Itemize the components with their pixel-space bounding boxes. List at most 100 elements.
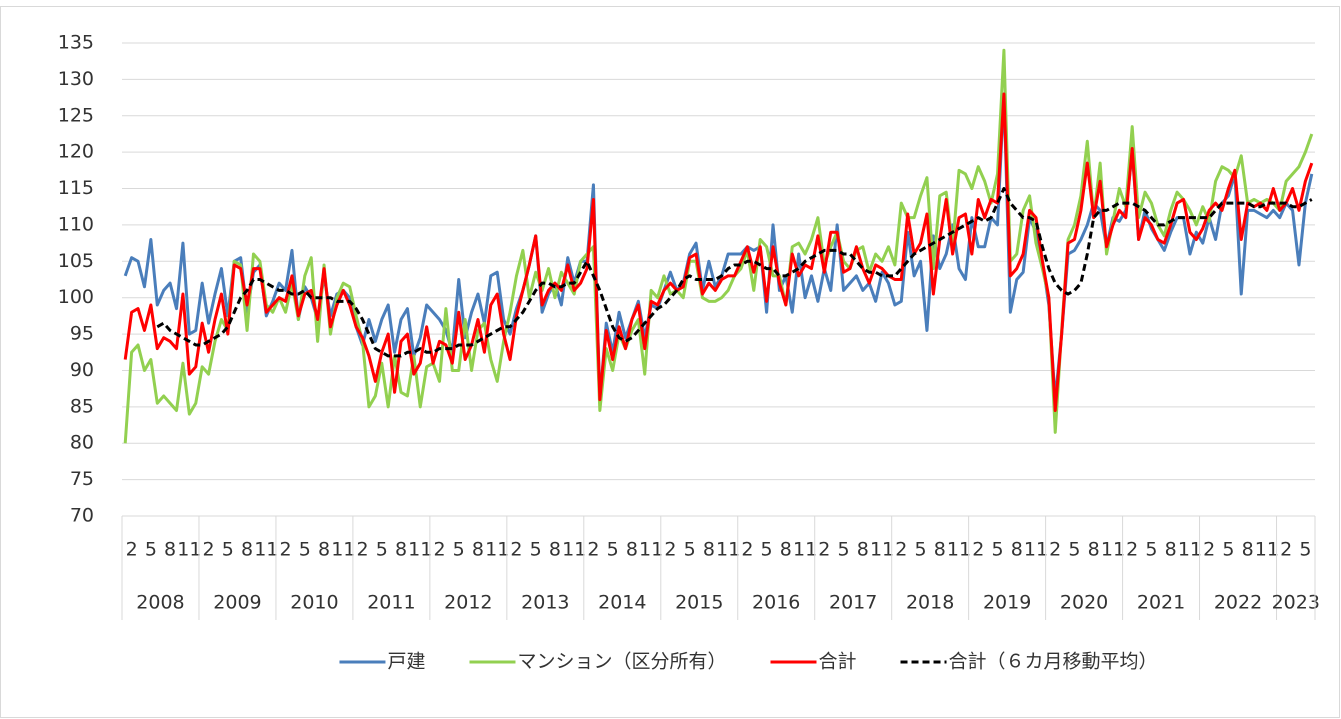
- x-group-label: 2010: [290, 592, 338, 614]
- x-tick-label: 5: [761, 539, 773, 561]
- x-tick-label: 2: [1280, 539, 1292, 561]
- x-group-label: 2023: [1272, 592, 1320, 614]
- x-tick-label: 8: [626, 539, 638, 561]
- x-tick-label: 8: [934, 539, 946, 561]
- x-group-label: 2011: [367, 592, 415, 614]
- x-tick-label: 5: [1299, 539, 1311, 561]
- y-tick-label: 90: [70, 359, 94, 381]
- x-tick-label: 2: [664, 539, 676, 561]
- x-tick-label: 2: [1049, 539, 1061, 561]
- x-tick-label: 5: [530, 539, 542, 561]
- x-tick-label: 5: [299, 539, 311, 561]
- y-tick-label: 135: [58, 32, 94, 54]
- x-tick-label: 2: [741, 539, 753, 561]
- x-tick-label: 8: [780, 539, 792, 561]
- x-tick-label: 8: [1165, 539, 1177, 561]
- x-group-label: 2017: [829, 592, 877, 614]
- x-tick-label: 5: [607, 539, 619, 561]
- x-tick-label: 8: [1242, 539, 1254, 561]
- x-tick-label: 2: [895, 539, 907, 561]
- chart-frame: [0, 6, 1340, 718]
- x-tick-label: 8: [164, 539, 176, 561]
- x-tick-label: 2: [356, 539, 368, 561]
- x-tick-label: 8: [1011, 539, 1023, 561]
- legend-label: マンション（区分所有）: [517, 651, 726, 673]
- x-tick-label: 11: [870, 539, 894, 561]
- x-tick-label: 2: [510, 539, 522, 561]
- y-tick-label: 115: [58, 177, 94, 199]
- x-tick-label: 11: [177, 539, 201, 561]
- x-tick-label: 8: [1088, 539, 1100, 561]
- x-tick-label: 2: [433, 539, 445, 561]
- x-group-label: 2009: [213, 592, 261, 614]
- x-group-label: 2015: [675, 592, 723, 614]
- x-group-label: 2014: [598, 592, 646, 614]
- legend-label: 合計（６カ月移動平均）: [949, 651, 1158, 673]
- legend-label: 戸建: [387, 651, 425, 673]
- x-group-label: 2016: [752, 592, 800, 614]
- series-line: [123, 92, 1314, 412]
- y-tick-label: 95: [70, 323, 94, 345]
- x-tick-label: 2: [1203, 539, 1215, 561]
- x-tick-label: 5: [991, 539, 1003, 561]
- x-tick-label: 11: [331, 539, 355, 561]
- x-tick-label: 11: [562, 539, 586, 561]
- x-tick-label: 5: [1145, 539, 1157, 561]
- x-group-label: 2020: [1060, 592, 1108, 614]
- y-tick-label: 80: [70, 432, 94, 454]
- series-line: [156, 187, 1313, 358]
- y-tick-label: 100: [58, 286, 94, 308]
- x-tick-label: 11: [1024, 539, 1048, 561]
- x-tick-label: 5: [684, 539, 696, 561]
- y-tick-label: 105: [58, 250, 94, 272]
- x-tick-label: 2: [280, 539, 292, 561]
- x-tick-label: 11: [408, 539, 432, 561]
- x-group-label: 2013: [521, 592, 569, 614]
- x-tick-label: 8: [857, 539, 869, 561]
- y-tick-label: 110: [58, 213, 94, 235]
- y-tick-label: 75: [70, 468, 94, 490]
- x-tick-label: 11: [1178, 539, 1202, 561]
- x-tick-label: 8: [549, 539, 561, 561]
- x-tick-label: 11: [716, 539, 740, 561]
- x-tick-label: 5: [145, 539, 157, 561]
- y-tick-label: 85: [70, 395, 94, 417]
- x-tick-label: 11: [793, 539, 817, 561]
- x-tick-label: 2: [972, 539, 984, 561]
- x-tick-label: 5: [222, 539, 234, 561]
- y-tick-label: 130: [58, 68, 94, 90]
- x-tick-label: 11: [254, 539, 278, 561]
- y-tick-label: 70: [70, 505, 94, 527]
- x-tick-label: 11: [1255, 539, 1279, 561]
- x-group-label: 2019: [983, 592, 1031, 614]
- x-tick-label: 11: [485, 539, 509, 561]
- x-tick-label: 2: [587, 539, 599, 561]
- x-tick-label: 5: [1068, 539, 1080, 561]
- x-group-label: 2008: [136, 592, 184, 614]
- x-group-label: 2022: [1214, 592, 1262, 614]
- x-tick-label: 8: [318, 539, 330, 561]
- x-tick-label: 5: [453, 539, 465, 561]
- x-group-label: 2018: [906, 592, 954, 614]
- x-tick-label: 2: [1126, 539, 1138, 561]
- x-tick-label: 2: [203, 539, 215, 561]
- x-tick-label: 5: [376, 539, 388, 561]
- x-tick-label: 8: [395, 539, 407, 561]
- x-tick-label: 8: [703, 539, 715, 561]
- x-tick-label: 2: [818, 539, 830, 561]
- x-tick-label: 11: [947, 539, 971, 561]
- x-tick-label: 5: [914, 539, 926, 561]
- x-tick-label: 8: [472, 539, 484, 561]
- x-tick-label: 11: [1101, 539, 1125, 561]
- x-tick-label: 8: [241, 539, 253, 561]
- legend-label: 合計: [819, 651, 857, 673]
- y-tick-label: 125: [58, 104, 94, 126]
- x-tick-label: 5: [838, 539, 850, 561]
- x-tick-label: 2: [126, 539, 138, 561]
- y-tick-label: 120: [58, 141, 94, 163]
- x-tick-label: 5: [1222, 539, 1234, 561]
- x-group-label: 2012: [444, 592, 492, 614]
- x-group-label: 2021: [1137, 592, 1185, 614]
- x-tick-label: 11: [639, 539, 663, 561]
